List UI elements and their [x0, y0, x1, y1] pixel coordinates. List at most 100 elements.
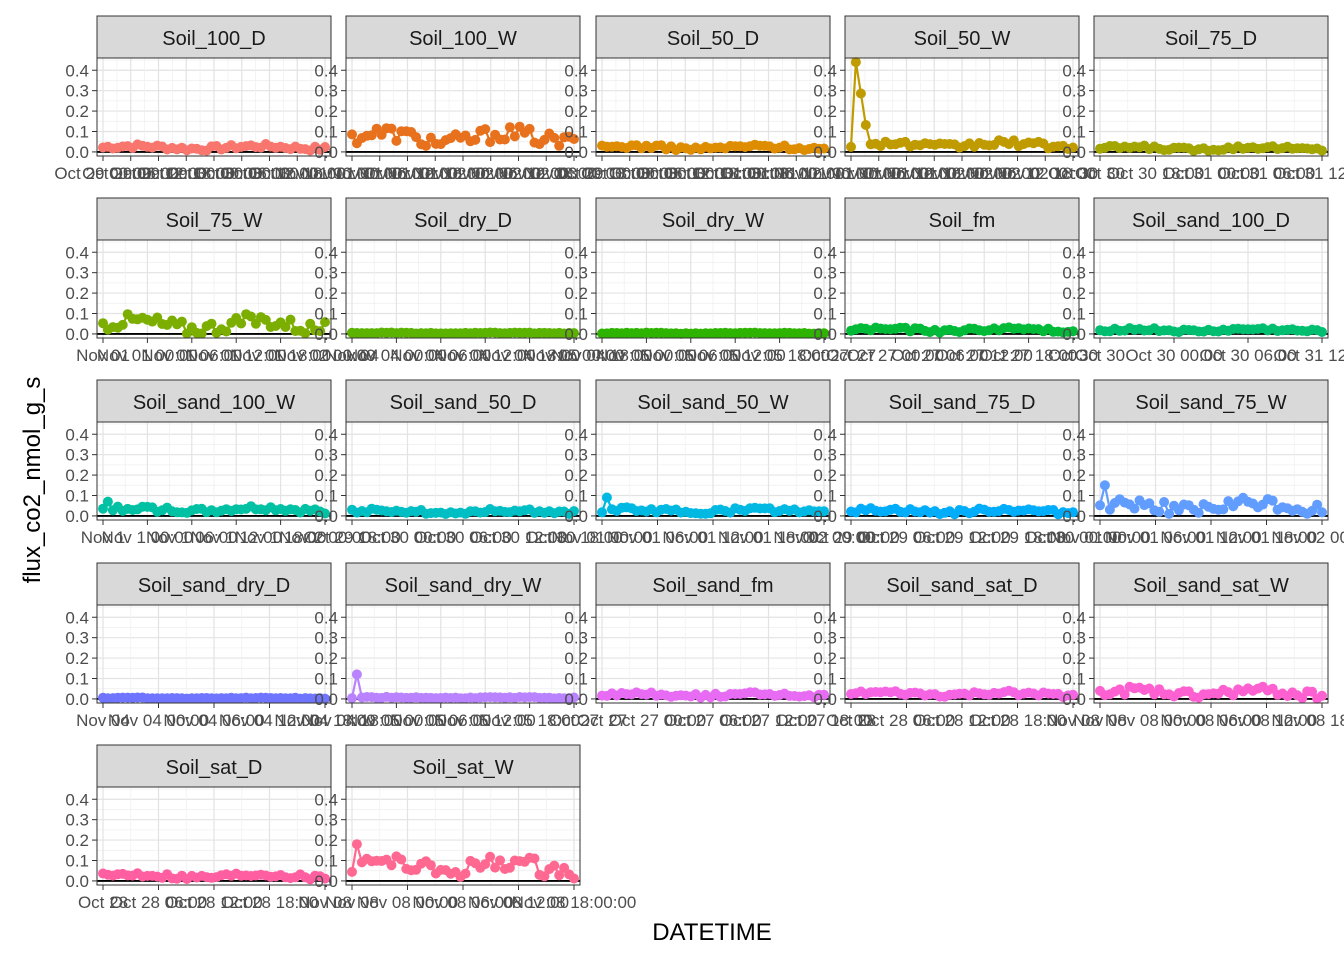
x-tick-label: Oct 28	[826, 711, 876, 730]
y-tick-label: 0.3	[813, 82, 837, 101]
x-tick-label: Nov 08 18:00	[1271, 711, 1344, 730]
data-point	[819, 143, 829, 154]
x-tick-label: Oct 31 12:00	[1273, 346, 1344, 365]
x-tick-label: Nov 04	[76, 711, 130, 730]
facet-strip	[345, 379, 581, 423]
x-tick-label: Nov 04 18:00	[301, 711, 402, 730]
x-tick-label: Nov 04 12:00	[219, 711, 320, 730]
y-tick-label: 0.0	[564, 690, 588, 709]
data-point	[1159, 497, 1170, 507]
facet-strip	[1093, 562, 1329, 606]
x-tick-label: Oct 30 18:00	[1107, 164, 1204, 183]
facet-strip-label: Soil_50_W	[914, 28, 1011, 50]
panel-border	[844, 239, 1080, 339]
x-tick-label: Nov 02 00:00	[412, 164, 513, 183]
data-point	[470, 134, 481, 145]
x-tick-label: Nov 2 00:00	[279, 528, 371, 547]
x-tick-label: Nov 01 00:00	[274, 164, 375, 183]
panel-border	[96, 786, 332, 886]
x-tick-label: Nov 08	[325, 893, 379, 912]
y-tick-label: 0.2	[564, 284, 588, 303]
data-point	[1218, 504, 1229, 515]
data-point	[246, 311, 256, 322]
x-tick-label: Oct 29 18:00	[969, 528, 1066, 547]
facet-strip-label: Soil_sand_100_D	[1132, 210, 1290, 232]
y-tick-label: 0.1	[1062, 305, 1086, 324]
facet-strip-label: Soil_sand_100_W	[133, 392, 295, 414]
y-tick-label: 0.4	[813, 425, 837, 444]
x-tick-label: Nov 01 12:00	[856, 164, 957, 183]
x-tick-label: Nov 01 18:00	[884, 164, 985, 183]
data-point	[300, 328, 311, 339]
data-point	[554, 870, 565, 881]
y-tick-label: 0.2	[1062, 466, 1086, 485]
x-tick-label: Nov 01 00:00	[551, 528, 652, 547]
y-tick-label: 0.1	[1062, 487, 1086, 506]
y-tick-label: 0.2	[813, 102, 837, 121]
y-tick-label: 0.2	[314, 102, 338, 121]
y-tick-label: 0.3	[813, 264, 837, 283]
y-tick-label: 0.4	[1062, 243, 1086, 262]
x-tick-label: Nov 01 00:00	[1049, 528, 1150, 547]
x-tick-label: Nov 08	[1073, 711, 1127, 730]
facet-strip	[345, 197, 581, 241]
x-tick-label: Nov 05 06:00	[390, 711, 491, 730]
y-tick-label: 0.2	[314, 649, 338, 668]
data-point	[549, 860, 560, 871]
x-tick-label: Nov 05 00:00	[596, 346, 697, 365]
y-tick-label: 0.0	[65, 690, 89, 709]
data-point	[351, 669, 362, 680]
x-tick-label: Nov 02 06:00	[939, 164, 1040, 183]
x-tick-label: Oct 31 12:00	[1273, 164, 1344, 183]
facet-strip	[595, 15, 831, 59]
data-point	[280, 322, 291, 332]
x-tick-label: Nov 01 00:00	[800, 164, 901, 183]
x-tick-label: Nov 02 06:00	[440, 164, 541, 183]
y-tick-label: 0.2	[314, 284, 338, 303]
y-tick-label: 0.1	[1062, 670, 1086, 689]
facet-strip	[844, 15, 1080, 59]
data-point	[460, 868, 471, 879]
x-tick-label: Oct 30	[1048, 346, 1098, 365]
y-tick-label: 0.4	[564, 608, 588, 627]
panel-border	[1093, 421, 1329, 521]
x-tick-label: Oct 27 12:00	[936, 346, 1033, 365]
x-tick-label: Nov 04 18:00	[551, 346, 652, 365]
facet-strip	[595, 379, 831, 423]
y-tick-label: 0.0	[1062, 507, 1086, 526]
y-tick-label: 0.4	[314, 790, 338, 809]
x-tick-label: Oct 30 06:00	[1199, 346, 1296, 365]
x-tick-label: Nov 04	[325, 346, 379, 365]
x-tick-label: Oct 29 00:00	[54, 164, 151, 183]
y-tick-label: 0.3	[314, 446, 338, 465]
x-tick-label: Oct 29 18:00	[138, 164, 235, 183]
facet-strip	[595, 197, 831, 241]
facet-strip-label: Soil_100_D	[162, 28, 265, 50]
y-tick-label: 0.1	[65, 670, 89, 689]
panel-border	[345, 239, 581, 339]
panel-border	[96, 604, 332, 704]
x-tick-label: Nov 01 06:00	[828, 164, 929, 183]
x-axis-title: DATETIME	[652, 919, 772, 946]
data-point	[1095, 500, 1105, 511]
data-point	[347, 866, 357, 877]
x-tick-label: Oct 30 18:00	[249, 164, 346, 183]
data-point	[1068, 326, 1078, 337]
facet-strip-label: Soil_fm	[929, 210, 996, 232]
data-point	[539, 871, 550, 882]
x-tick-label: Nov 05 18:00	[479, 711, 580, 730]
x-tick-label: Oct 29 06:00	[858, 528, 955, 547]
x-tick-label: Nov 08	[1046, 711, 1100, 730]
y-tick-label: 0.0	[314, 872, 338, 891]
panel-border	[595, 421, 831, 521]
